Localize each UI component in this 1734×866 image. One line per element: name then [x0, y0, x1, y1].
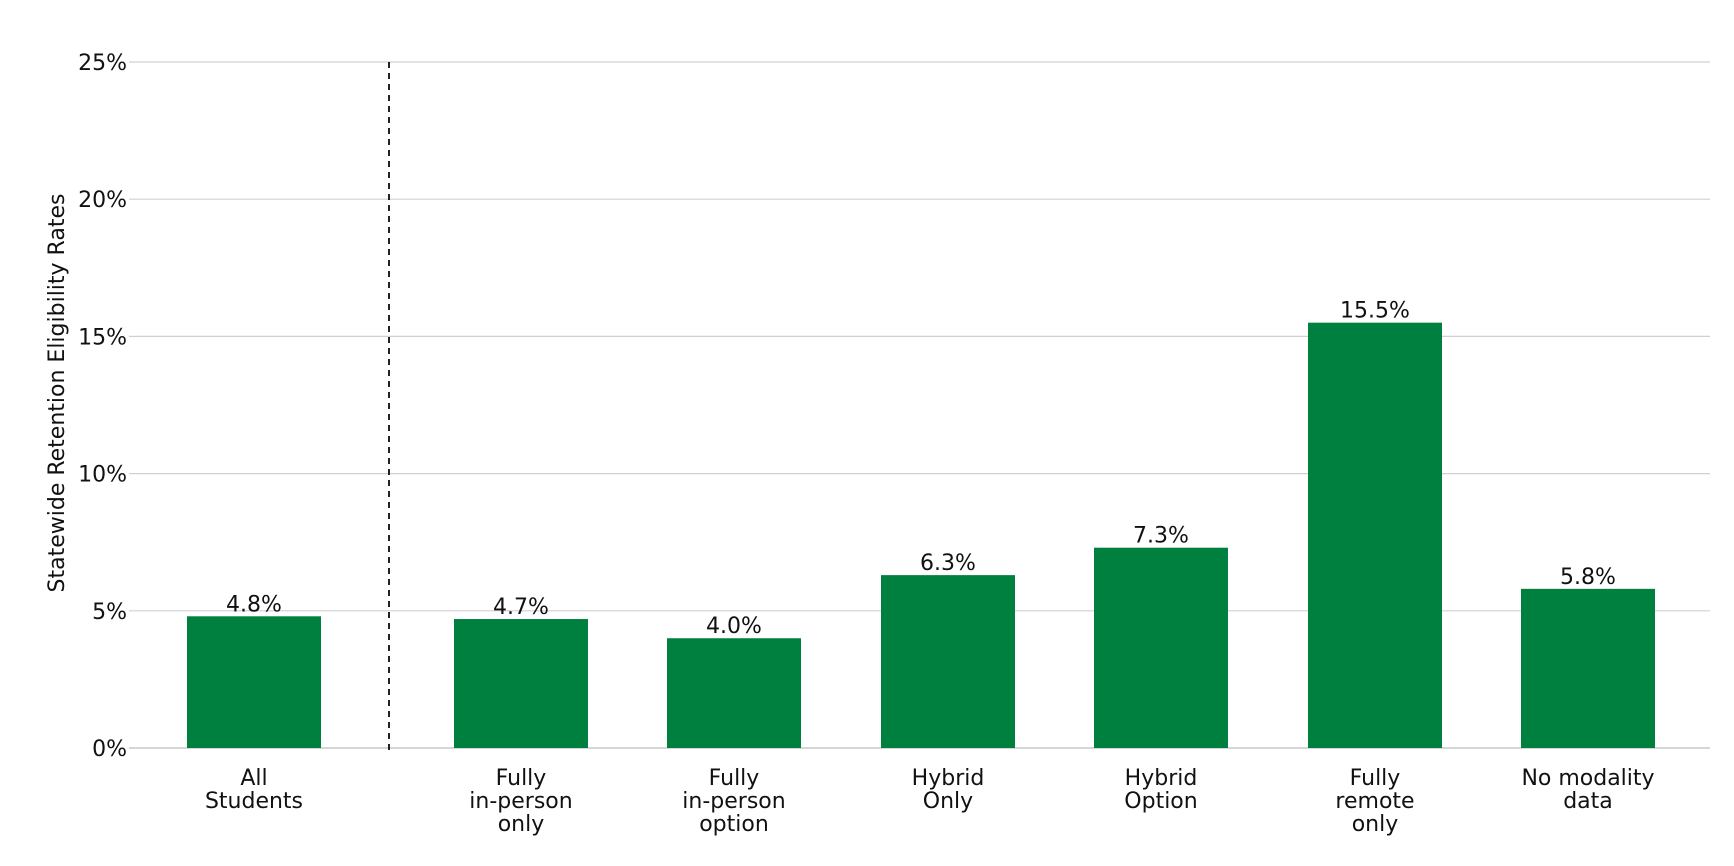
value-labels: 4.8% 4.7% 4.0% 6.3% 7.3% 15.5% 5.8% [226, 299, 1616, 640]
category-label: Only [923, 789, 973, 814]
bar [1308, 322, 1442, 748]
bar [667, 638, 801, 748]
y-axis-ticks: 0% 5% 10% 15% 20% 25% [78, 51, 127, 762]
data-label: 4.7% [493, 595, 549, 620]
gridlines [129, 61, 1710, 749]
y-tick-label: 0% [92, 737, 127, 762]
category-label: Hybrid [1125, 766, 1198, 791]
y-tick-label: 10% [78, 463, 127, 488]
category-label: in-person [682, 789, 785, 814]
y-tick-label: 5% [92, 600, 127, 625]
data-label: 4.0% [706, 614, 762, 639]
category-label: only [1352, 812, 1399, 837]
data-label: 5.8% [1560, 565, 1616, 590]
data-label: 4.8% [226, 592, 282, 617]
category-label: All [240, 766, 267, 791]
y-tick-label: 20% [78, 188, 127, 213]
category-label: Fully [496, 766, 547, 791]
category-labels: AllStudentsFullyin-persononlyFullyin-per… [205, 766, 1655, 837]
data-label: 7.3% [1133, 524, 1189, 549]
category-label: No modality [1521, 766, 1654, 791]
category-label: Fully [709, 766, 760, 791]
category-label: only [498, 812, 545, 837]
category-label: remote [1335, 789, 1414, 814]
bar [1521, 588, 1655, 748]
category-label: Hybrid [912, 766, 985, 791]
category-label: option [699, 812, 769, 837]
data-label: 6.3% [920, 551, 976, 576]
y-tick-label: 15% [78, 325, 127, 350]
bar [454, 619, 588, 748]
bars [187, 322, 1655, 748]
bar [1094, 547, 1228, 748]
category-label: Option [1124, 789, 1197, 814]
y-axis-title: Statewide Retention Eligibility Rates [45, 194, 70, 593]
bar [187, 616, 321, 748]
category-label: in-person [469, 789, 572, 814]
y-tick-label: 25% [78, 51, 127, 76]
category-label: Fully [1350, 766, 1401, 791]
bar [881, 575, 1015, 748]
data-label: 15.5% [1340, 299, 1410, 324]
category-label: Students [205, 789, 303, 814]
category-label: data [1563, 789, 1613, 814]
